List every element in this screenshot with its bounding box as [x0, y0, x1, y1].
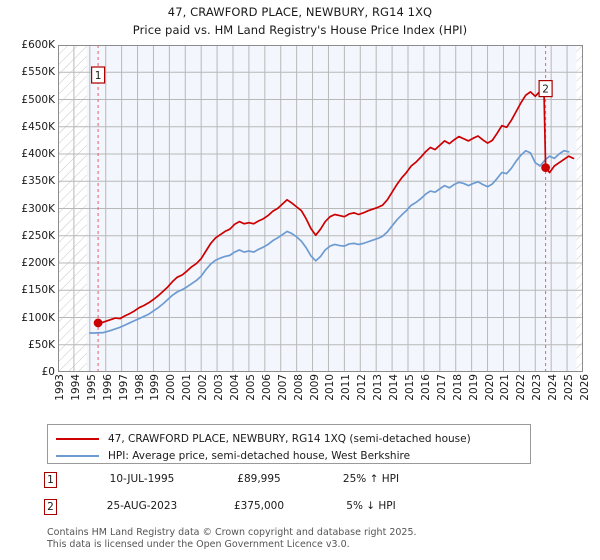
y-axis-tick-label: £0 — [41, 366, 55, 378]
y-axis-tick-label: £400K — [21, 148, 55, 160]
transaction-date: 10-JUL-1995 — [109, 473, 175, 485]
y-axis-tick-label: £250K — [21, 229, 55, 242]
transaction-marker-lines — [97, 45, 547, 372]
x-axis-tick-label: 2014 — [388, 374, 401, 401]
y-axis-tick-label: £300K — [21, 202, 55, 215]
x-axis-tick-label: 2008 — [292, 374, 305, 401]
x-axis-tick-label: 2007 — [276, 374, 289, 401]
chart-title-block: 47, CRAWFORD PLACE, NEWBURY, RG14 1XQ Pr… — [0, 0, 600, 37]
price-history-line-chart[interactable]: 12 — [58, 45, 583, 372]
series-lines — [88, 90, 575, 334]
table-row[interactable]: 1 10-JUL-1995 £89,995 25% ↑ HPI — [44, 470, 504, 497]
y-axis-tick-label: £350K — [21, 175, 55, 188]
x-axis-tick-label: 2016 — [419, 374, 432, 401]
y-axis-tick-label: £500K — [21, 93, 55, 106]
transaction-index-badge: 2 — [44, 499, 57, 515]
legend-color-swatch — [56, 438, 99, 440]
x-axis-tick-label: 2015 — [404, 374, 416, 401]
x-axis-labels: 1993 1994 1995 1996 1997 1998 1999 2000 2001 2002… — [54, 374, 591, 418]
footer-line-1: Contains HM Land Registry data © Crown c… — [47, 527, 417, 538]
y-axis-tick-label: £450K — [21, 120, 55, 133]
y-axis-tick-label: £50K — [28, 338, 55, 351]
x-axis-tick-label: 2003 — [213, 374, 226, 401]
x-axis-tick-label: 2000 — [165, 374, 178, 401]
x-axis-tick-label: 1999 — [149, 374, 162, 401]
x-axis-tick-label: 2012 — [356, 374, 369, 401]
legend-item: HPI: Average price, semi-detached house,… — [48, 446, 410, 466]
x-axis-tick-label: 2023 — [531, 374, 544, 401]
x-axis-tick-label: 2009 — [308, 374, 321, 401]
y-axis-tick-label: £100K — [21, 311, 55, 324]
legend-item-label: HPI: Average price, semi-detached house,… — [108, 450, 411, 462]
y-axis-labels: £0 £50K £100K £150K £200K £250K £300K £350K £400… — [0, 39, 55, 378]
x-axis-tick-label: 2017 — [435, 374, 448, 401]
footer-attribution: Contains HM Land Registry data © Crown c… — [47, 527, 587, 550]
x-axis-tick-label: 2024 — [547, 374, 560, 401]
legend-item-label: 47, CRAWFORD PLACE, NEWBURY, RG14 1XQ (s… — [108, 433, 471, 445]
chart-legend: 47, CRAWFORD PLACE, NEWBURY, RG14 1XQ (s… — [47, 424, 531, 464]
transaction-price: £89,995 — [237, 473, 281, 485]
page-title: 47, CRAWFORD PLACE, NEWBURY, RG14 1XQ — [167, 5, 433, 19]
x-axis-tick-label: 2005 — [244, 374, 257, 401]
plot-border — [58, 45, 583, 372]
x-axis-tick-label: 1996 — [101, 374, 114, 401]
transaction-index-badge: 1 — [44, 472, 57, 488]
x-axis-tick-label: 2011 — [340, 374, 353, 401]
x-axis-tick-label: 2010 — [324, 374, 337, 401]
x-axis-tick-label: 2004 — [229, 374, 241, 401]
transaction-points[interactable] — [93, 163, 551, 328]
x-axis-tick-label: 2025 — [563, 374, 576, 401]
x-axis-tick-label: 2006 — [260, 374, 273, 401]
table-row[interactable]: 2 25-AUG-2023 £375,000 5% ↓ HPI — [44, 497, 504, 524]
transaction-point[interactable] — [93, 318, 103, 328]
x-axis-tick-label: 2020 — [483, 374, 496, 401]
transaction-date: 25-AUG-2023 — [106, 500, 178, 512]
x-axis-tick-label: 1998 — [133, 374, 146, 401]
x-axis-tick-label: 1994 — [69, 374, 82, 401]
transaction-hpi-delta: 25% ↑ HPI — [342, 473, 400, 485]
x-axis-tick-label: 1995 — [85, 374, 98, 401]
annotation-label: 2 — [542, 84, 549, 96]
x-axis-tick-label: 2019 — [467, 374, 480, 401]
x-axis-tick-label: 1997 — [117, 374, 130, 401]
page-subtitle: Price paid vs. HM Land Registry's House … — [132, 23, 468, 37]
x-axis-tick-label: 2002 — [197, 374, 210, 401]
transaction-price: £375,000 — [233, 500, 285, 512]
annotation-labels: 12 — [90, 66, 553, 98]
y-axis-tick-label: £150K — [21, 284, 55, 297]
footer-line-2: This data is licensed under the Open Gov… — [47, 538, 350, 550]
transactions-table: 1 10-JUL-1995 £89,995 25% ↑ HPI 2 25-AUG-2023… — [44, 470, 504, 524]
legend-item: 47, CRAWFORD PLACE, NEWBURY, RG14 1XQ (s… — [48, 429, 471, 449]
x-axis-tick-label: 2013 — [372, 374, 385, 401]
transaction-hpi-delta: 5% ↓ HPI — [346, 500, 396, 512]
x-axis-tick-label: 2022 — [515, 374, 528, 401]
annotation-label: 1 — [95, 70, 102, 82]
grid-lines — [58, 45, 583, 372]
x-axis-tick-label: 2018 — [451, 374, 464, 401]
y-axis-tick-label: £550K — [21, 66, 55, 79]
x-axis-tick-label: 2026 — [579, 374, 591, 401]
y-axis-tick-label: £200K — [21, 257, 55, 269]
y-axis-tick-label: £600K — [21, 39, 55, 51]
legend-color-swatch — [56, 455, 99, 457]
x-axis-tick-label: 1993 — [54, 374, 66, 401]
x-axis-tick-label: 2021 — [499, 374, 512, 401]
x-axis-tick-label: 2001 — [181, 374, 194, 401]
transaction-point[interactable] — [541, 163, 551, 173]
